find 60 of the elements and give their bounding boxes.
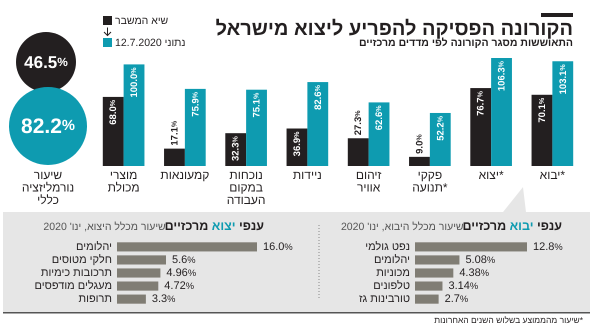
text: שיעור נורמליזציה כללי bbox=[22, 168, 74, 207]
x-tick-label: יבוא* bbox=[540, 168, 566, 182]
data-label: 3.14% bbox=[448, 280, 478, 292]
x-tick-label: נוכחות במקום העבודה bbox=[226, 168, 266, 207]
data-label: 5.6% bbox=[172, 254, 196, 266]
legend-label: נתוני 12.7.2020 bbox=[115, 37, 186, 49]
bar bbox=[246, 90, 267, 166]
data-label: 5.08% bbox=[465, 254, 496, 266]
x-tick-label: פקקי תנועה* bbox=[412, 168, 448, 194]
bar bbox=[184, 88, 206, 166]
bar bbox=[491, 58, 512, 166]
data-label: 46.5% bbox=[24, 52, 68, 72]
x-tick-label: מוצרי מכולת bbox=[108, 168, 140, 194]
x-tick-label: ניידות bbox=[292, 168, 322, 182]
y-tick-label: יהלומים bbox=[76, 240, 112, 253]
data-label: 3.3% bbox=[152, 293, 176, 306]
y-tick-label: תרכובות כימיות bbox=[40, 267, 112, 279]
data-label: 82.2% bbox=[21, 114, 75, 138]
bar bbox=[470, 88, 492, 166]
data-label: 4.38% bbox=[459, 267, 490, 279]
bar bbox=[117, 255, 166, 265]
x-tick-label: קמעונאות bbox=[160, 168, 210, 182]
x-tick-label: יצוא* bbox=[478, 168, 504, 182]
bar bbox=[348, 138, 369, 166]
bar bbox=[532, 94, 552, 166]
bar bbox=[307, 82, 328, 166]
chart-title: ענפי יבוא מרכזיים bbox=[462, 219, 562, 233]
chart-title: ענפי יצוא מרכזיים bbox=[164, 219, 264, 233]
bar bbox=[415, 268, 454, 278]
bar bbox=[368, 102, 390, 166]
y-tick-label: טלפונים bbox=[373, 280, 410, 292]
bar bbox=[117, 294, 146, 304]
chart-title: הקורונה הפסיקה להפריע ליצוא מישראל bbox=[216, 18, 573, 40]
bar bbox=[124, 64, 144, 166]
text: שיעור מהממוצע בשלוש השנים האחרונות* bbox=[434, 315, 584, 325]
bar bbox=[164, 148, 185, 166]
x-tick-label: זיהום אוויר bbox=[356, 168, 382, 194]
y-tick-label: תרופות bbox=[78, 293, 112, 306]
bar bbox=[117, 242, 257, 252]
y-tick-label: מעגלים מודפסים bbox=[34, 280, 112, 292]
data-label: 16.0% bbox=[263, 240, 293, 253]
bar bbox=[102, 96, 124, 166]
data-label: 12.8% bbox=[533, 240, 563, 253]
bar bbox=[415, 294, 439, 304]
data-label: 2.7% bbox=[444, 293, 468, 306]
bar bbox=[117, 268, 160, 278]
bar bbox=[415, 281, 442, 291]
y-tick-label: חלקי מטוסים bbox=[52, 254, 112, 266]
y-tick-label: מכוניות bbox=[376, 267, 410, 279]
legend-label: שיא המשבר bbox=[115, 15, 169, 27]
data-label: 4.72% bbox=[164, 280, 194, 292]
bar bbox=[117, 281, 158, 291]
y-tick-label: יהלומים bbox=[374, 254, 410, 266]
bar bbox=[415, 255, 460, 265]
y-tick-label: נפט גולמי bbox=[365, 240, 410, 253]
data-label: 4.96% bbox=[166, 267, 196, 279]
bar bbox=[415, 242, 527, 252]
bar bbox=[409, 156, 430, 166]
bar bbox=[552, 61, 574, 166]
y-tick-label: טורבינות גז bbox=[358, 293, 410, 306]
